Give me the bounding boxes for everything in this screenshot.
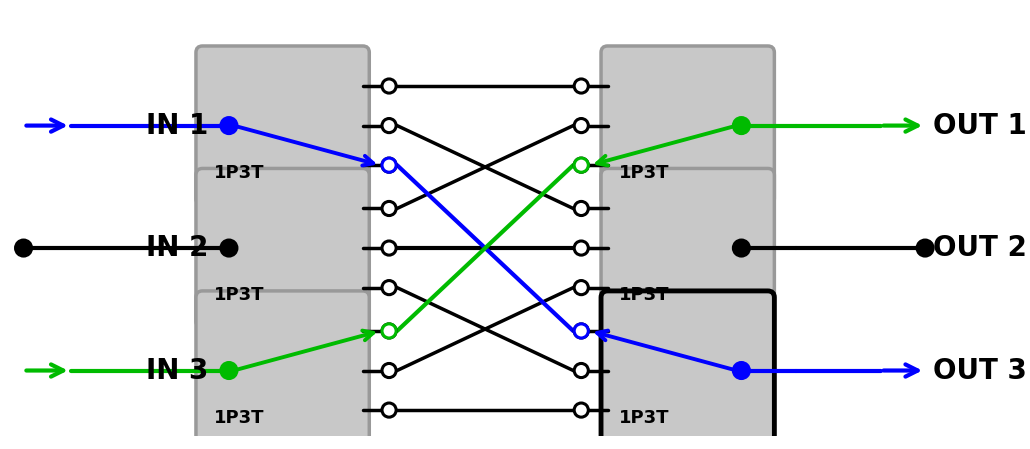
Text: IN 3: IN 3: [146, 357, 208, 384]
Circle shape: [574, 119, 588, 132]
Circle shape: [574, 158, 588, 172]
Circle shape: [733, 118, 750, 134]
Text: OUT 3: OUT 3: [932, 357, 1027, 384]
Circle shape: [574, 158, 588, 172]
Circle shape: [574, 79, 588, 93]
Circle shape: [382, 324, 397, 338]
Text: 1P3T: 1P3T: [619, 163, 670, 182]
Circle shape: [382, 119, 397, 132]
Circle shape: [574, 363, 588, 378]
Text: IN 2: IN 2: [146, 234, 208, 262]
FancyBboxPatch shape: [602, 46, 775, 205]
Circle shape: [574, 403, 588, 417]
Circle shape: [220, 240, 237, 256]
Circle shape: [15, 240, 32, 256]
Text: 1P3T: 1P3T: [214, 409, 265, 427]
Text: OUT 1: OUT 1: [932, 112, 1026, 140]
Circle shape: [917, 240, 933, 256]
Text: IN 1: IN 1: [146, 112, 208, 140]
Text: OUT 2: OUT 2: [932, 234, 1027, 262]
FancyBboxPatch shape: [602, 168, 775, 328]
Circle shape: [220, 118, 237, 134]
Text: 1P3T: 1P3T: [214, 163, 265, 182]
Circle shape: [574, 281, 588, 295]
Circle shape: [733, 362, 750, 379]
Circle shape: [382, 403, 397, 417]
Circle shape: [574, 324, 588, 338]
Text: 1P3T: 1P3T: [619, 409, 670, 427]
Circle shape: [382, 324, 397, 338]
FancyBboxPatch shape: [196, 46, 370, 205]
Text: 1P3T: 1P3T: [214, 286, 265, 304]
Circle shape: [382, 79, 397, 93]
Circle shape: [574, 202, 588, 216]
Circle shape: [382, 281, 397, 295]
Circle shape: [382, 158, 397, 172]
Text: 1P3T: 1P3T: [619, 286, 670, 304]
Circle shape: [382, 202, 397, 216]
Circle shape: [382, 363, 397, 378]
Circle shape: [382, 241, 397, 255]
FancyBboxPatch shape: [196, 291, 370, 449]
FancyBboxPatch shape: [196, 168, 370, 328]
Circle shape: [574, 241, 588, 255]
Circle shape: [733, 240, 750, 256]
Circle shape: [220, 362, 237, 379]
FancyBboxPatch shape: [602, 291, 775, 449]
Circle shape: [574, 324, 588, 338]
Circle shape: [382, 158, 397, 172]
